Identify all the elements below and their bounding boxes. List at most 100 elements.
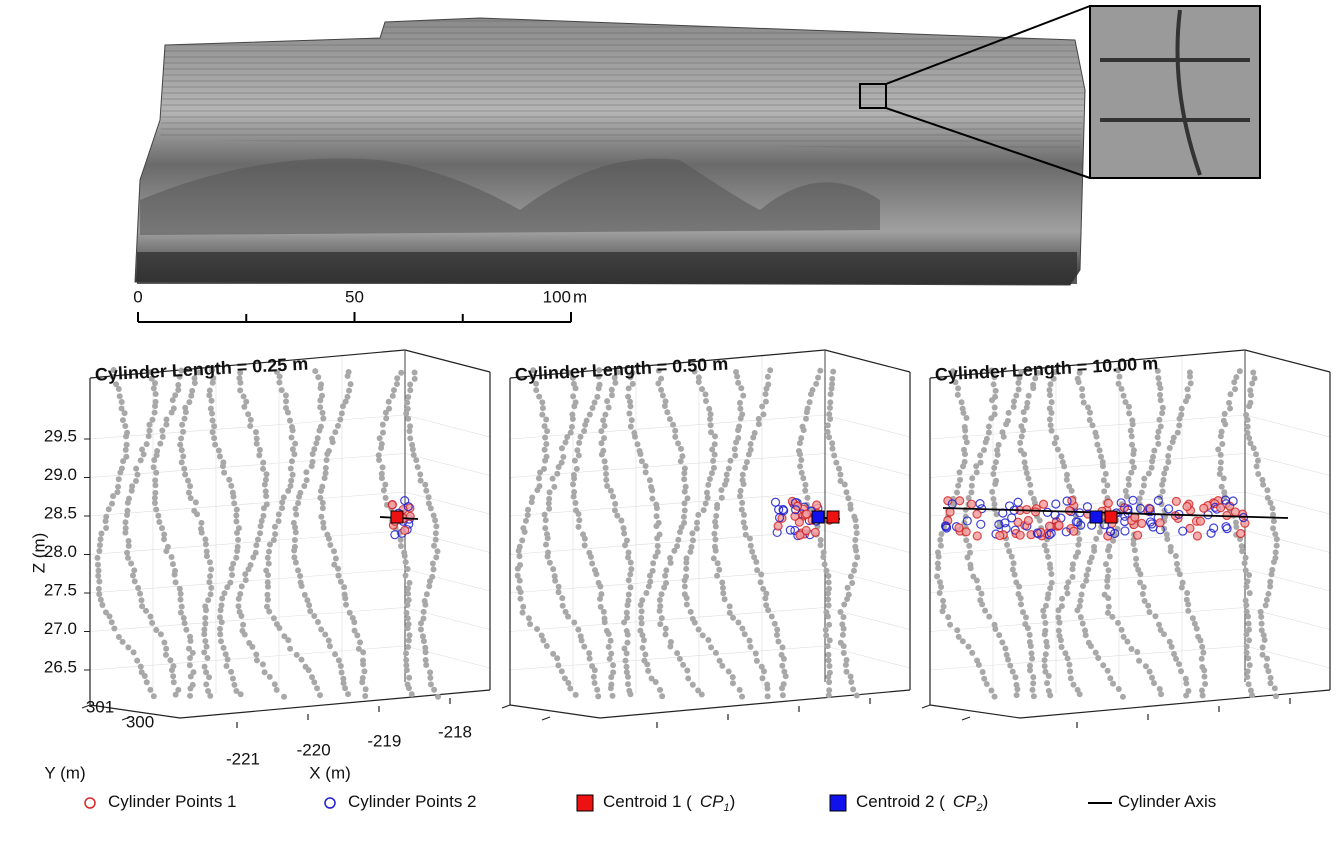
point (1270, 518, 1277, 525)
point (1264, 655, 1271, 662)
point (1159, 488, 1166, 495)
point (422, 644, 429, 651)
point (1080, 399, 1087, 406)
box-edge (404, 349, 491, 373)
panel-title: Cylinder Length = 0.25 m (94, 354, 308, 385)
point (1148, 464, 1155, 471)
point (140, 451, 147, 458)
point (1244, 423, 1251, 430)
point (1009, 668, 1016, 675)
point (233, 518, 240, 525)
cylinder-point (1007, 513, 1017, 523)
point (1104, 609, 1111, 616)
point (1130, 541, 1137, 548)
point (143, 441, 150, 448)
point (122, 519, 129, 526)
point (341, 584, 348, 591)
point (749, 548, 756, 555)
point (189, 387, 196, 394)
point (1032, 375, 1039, 382)
point (340, 680, 347, 687)
point (559, 602, 566, 609)
point (662, 631, 669, 638)
point (991, 374, 998, 381)
point (825, 657, 832, 664)
box-edge (929, 349, 1246, 379)
legend-label: Cylinder Points 1 (108, 792, 237, 811)
point (190, 669, 197, 676)
point (743, 459, 750, 466)
point (973, 577, 980, 584)
point (1243, 602, 1250, 609)
point (95, 572, 102, 579)
point (598, 591, 605, 598)
point (178, 603, 185, 610)
point (427, 674, 434, 681)
box-edge (404, 568, 491, 592)
point (284, 409, 291, 416)
point (393, 381, 400, 388)
point (1163, 531, 1170, 538)
point (1145, 602, 1152, 609)
point (981, 675, 988, 682)
point (1233, 523, 1240, 530)
point (753, 559, 760, 566)
point (827, 399, 834, 406)
point (337, 663, 344, 670)
point (152, 482, 159, 489)
point (1178, 584, 1185, 591)
point (175, 381, 182, 388)
point (1119, 693, 1126, 700)
point (187, 692, 194, 699)
point (569, 411, 576, 418)
point (1029, 655, 1036, 662)
point (742, 531, 749, 538)
point (638, 608, 645, 615)
point (581, 643, 588, 650)
point (601, 435, 608, 442)
point (157, 440, 164, 447)
point (602, 411, 609, 418)
point (433, 554, 440, 561)
point (286, 417, 293, 424)
point (581, 428, 588, 435)
point (1197, 637, 1204, 644)
point (150, 693, 157, 700)
point (1264, 494, 1271, 501)
point (741, 631, 748, 638)
point (317, 404, 324, 411)
point (337, 578, 344, 585)
point (575, 523, 582, 530)
point (260, 512, 267, 519)
point (313, 440, 320, 447)
point (1048, 409, 1055, 416)
point (172, 691, 179, 698)
point (571, 488, 578, 495)
point (677, 529, 684, 536)
point (652, 679, 659, 686)
box-edge (89, 530, 406, 555)
point (760, 585, 767, 592)
point (991, 411, 998, 418)
point (623, 537, 630, 544)
point (591, 679, 598, 686)
point (1047, 565, 1054, 572)
box-edge (1244, 349, 1331, 373)
point (322, 631, 329, 638)
point (825, 692, 832, 699)
point (1254, 457, 1261, 464)
point (677, 445, 684, 452)
point (559, 595, 566, 602)
point (1272, 693, 1279, 700)
point (422, 601, 429, 608)
cylinder-point (1228, 496, 1238, 506)
point (739, 499, 746, 506)
point (990, 471, 997, 478)
point (216, 614, 223, 621)
point (657, 686, 664, 693)
point (528, 499, 535, 506)
point (1024, 399, 1031, 406)
point (582, 421, 589, 428)
point (1232, 519, 1239, 526)
point (1077, 597, 1084, 604)
